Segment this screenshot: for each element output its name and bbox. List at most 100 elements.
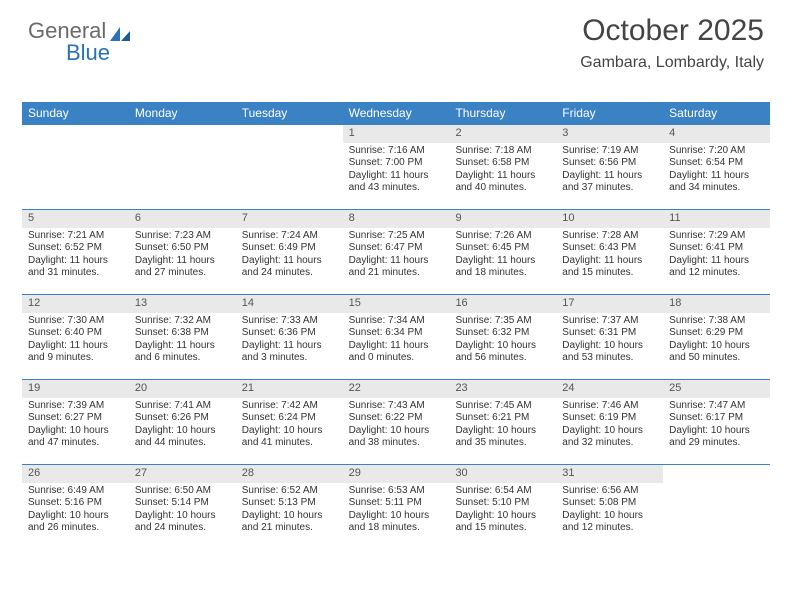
sunrise-text: Sunrise: 7:21 AM — [28, 230, 123, 243]
sunrise-text: Sunrise: 6:56 AM — [562, 485, 657, 498]
sunrise-text: Sunrise: 7:46 AM — [562, 400, 657, 413]
day-cell — [236, 125, 343, 209]
day-number — [129, 125, 236, 141]
sunset-text: Sunset: 7:00 PM — [349, 157, 444, 170]
day-number: 7 — [236, 210, 343, 228]
day-cell: 26Sunrise: 6:49 AMSunset: 5:16 PMDayligh… — [22, 465, 129, 549]
sunrise-text: Sunrise: 7:37 AM — [562, 315, 657, 328]
sunrise-text: Sunrise: 7:25 AM — [349, 230, 444, 243]
sunset-text: Sunset: 6:40 PM — [28, 327, 123, 340]
day-details: Sunrise: 7:41 AMSunset: 6:26 PMDaylight:… — [129, 398, 236, 454]
sunrise-text: Sunrise: 7:38 AM — [669, 315, 764, 328]
daylight-text: Daylight: 10 hours and 47 minutes. — [28, 425, 123, 450]
day-cell: 1Sunrise: 7:16 AMSunset: 7:00 PMDaylight… — [343, 125, 450, 209]
day-number: 15 — [343, 295, 450, 313]
sunset-text: Sunset: 6:50 PM — [135, 242, 230, 255]
logo: General Blue — [28, 18, 130, 44]
day-details: Sunrise: 7:19 AMSunset: 6:56 PMDaylight:… — [556, 143, 663, 199]
day-details: Sunrise: 7:43 AMSunset: 6:22 PMDaylight:… — [343, 398, 450, 454]
daylight-text: Daylight: 11 hours and 21 minutes. — [349, 255, 444, 280]
day-cell: 15Sunrise: 7:34 AMSunset: 6:34 PMDayligh… — [343, 295, 450, 379]
location-label: Gambara, Lombardy, Italy — [580, 54, 764, 72]
sunrise-text: Sunrise: 7:29 AM — [669, 230, 764, 243]
sunrise-text: Sunrise: 6:50 AM — [135, 485, 230, 498]
title-block: October 2025 Gambara, Lombardy, Italy — [580, 14, 764, 72]
sunrise-text: Sunrise: 7:47 AM — [669, 400, 764, 413]
day-cell — [22, 125, 129, 209]
day-cell: 6Sunrise: 7:23 AMSunset: 6:50 PMDaylight… — [129, 210, 236, 294]
sunset-text: Sunset: 5:08 PM — [562, 497, 657, 510]
header-thursday: Thursday — [449, 102, 556, 124]
daylight-text: Daylight: 11 hours and 3 minutes. — [242, 340, 337, 365]
day-number: 18 — [663, 295, 770, 313]
sunrise-text: Sunrise: 7:42 AM — [242, 400, 337, 413]
sunset-text: Sunset: 6:17 PM — [669, 412, 764, 425]
day-number: 21 — [236, 380, 343, 398]
day-number: 17 — [556, 295, 663, 313]
day-number: 26 — [22, 465, 129, 483]
month-title: October 2025 — [580, 14, 764, 48]
sunset-text: Sunset: 5:11 PM — [349, 497, 444, 510]
day-cell: 25Sunrise: 7:47 AMSunset: 6:17 PMDayligh… — [663, 380, 770, 464]
week-row: 5Sunrise: 7:21 AMSunset: 6:52 PMDaylight… — [22, 209, 770, 294]
day-number: 20 — [129, 380, 236, 398]
day-details: Sunrise: 7:26 AMSunset: 6:45 PMDaylight:… — [449, 228, 556, 284]
day-details: Sunrise: 7:23 AMSunset: 6:50 PMDaylight:… — [129, 228, 236, 284]
daylight-text: Daylight: 11 hours and 31 minutes. — [28, 255, 123, 280]
day-cell: 17Sunrise: 7:37 AMSunset: 6:31 PMDayligh… — [556, 295, 663, 379]
day-number — [663, 465, 770, 481]
daylight-text: Daylight: 11 hours and 18 minutes. — [455, 255, 550, 280]
day-cell — [663, 465, 770, 549]
day-number: 28 — [236, 465, 343, 483]
daylight-text: Daylight: 11 hours and 12 minutes. — [669, 255, 764, 280]
day-cell: 24Sunrise: 7:46 AMSunset: 6:19 PMDayligh… — [556, 380, 663, 464]
sunrise-text: Sunrise: 7:19 AM — [562, 145, 657, 158]
day-cell: 31Sunrise: 6:56 AMSunset: 5:08 PMDayligh… — [556, 465, 663, 549]
daylight-text: Daylight: 11 hours and 6 minutes. — [135, 340, 230, 365]
day-number: 31 — [556, 465, 663, 483]
sunset-text: Sunset: 6:26 PM — [135, 412, 230, 425]
sunrise-text: Sunrise: 7:32 AM — [135, 315, 230, 328]
header-friday: Friday — [556, 102, 663, 124]
day-details: Sunrise: 7:37 AMSunset: 6:31 PMDaylight:… — [556, 313, 663, 369]
day-details: Sunrise: 7:18 AMSunset: 6:58 PMDaylight:… — [449, 143, 556, 199]
day-number: 10 — [556, 210, 663, 228]
sunrise-text: Sunrise: 7:16 AM — [349, 145, 444, 158]
day-number: 12 — [22, 295, 129, 313]
day-number: 24 — [556, 380, 663, 398]
day-cell: 9Sunrise: 7:26 AMSunset: 6:45 PMDaylight… — [449, 210, 556, 294]
day-cell: 22Sunrise: 7:43 AMSunset: 6:22 PMDayligh… — [343, 380, 450, 464]
daylight-text: Daylight: 10 hours and 24 minutes. — [135, 510, 230, 535]
sunset-text: Sunset: 6:32 PM — [455, 327, 550, 340]
sunset-text: Sunset: 5:13 PM — [242, 497, 337, 510]
calendar: Sunday Monday Tuesday Wednesday Thursday… — [22, 102, 770, 549]
daylight-text: Daylight: 10 hours and 53 minutes. — [562, 340, 657, 365]
day-cell — [129, 125, 236, 209]
day-details: Sunrise: 7:47 AMSunset: 6:17 PMDaylight:… — [663, 398, 770, 454]
sunset-text: Sunset: 6:41 PM — [669, 242, 764, 255]
day-cell: 28Sunrise: 6:52 AMSunset: 5:13 PMDayligh… — [236, 465, 343, 549]
week-row: 12Sunrise: 7:30 AMSunset: 6:40 PMDayligh… — [22, 294, 770, 379]
daylight-text: Daylight: 11 hours and 43 minutes. — [349, 170, 444, 195]
day-details: Sunrise: 7:38 AMSunset: 6:29 PMDaylight:… — [663, 313, 770, 369]
sunrise-text: Sunrise: 6:52 AM — [242, 485, 337, 498]
daylight-text: Daylight: 11 hours and 9 minutes. — [28, 340, 123, 365]
sunrise-text: Sunrise: 7:33 AM — [242, 315, 337, 328]
daylight-text: Daylight: 10 hours and 32 minutes. — [562, 425, 657, 450]
day-cell: 18Sunrise: 7:38 AMSunset: 6:29 PMDayligh… — [663, 295, 770, 379]
header-sunday: Sunday — [22, 102, 129, 124]
sunset-text: Sunset: 6:49 PM — [242, 242, 337, 255]
daylight-text: Daylight: 10 hours and 38 minutes. — [349, 425, 444, 450]
logo-sail-icon — [110, 27, 130, 41]
day-cell: 12Sunrise: 7:30 AMSunset: 6:40 PMDayligh… — [22, 295, 129, 379]
logo-text-blue: Blue — [66, 40, 110, 66]
daylight-text: Daylight: 11 hours and 27 minutes. — [135, 255, 230, 280]
day-cell: 19Sunrise: 7:39 AMSunset: 6:27 PMDayligh… — [22, 380, 129, 464]
day-details: Sunrise: 7:20 AMSunset: 6:54 PMDaylight:… — [663, 143, 770, 199]
day-details: Sunrise: 6:54 AMSunset: 5:10 PMDaylight:… — [449, 483, 556, 539]
day-cell: 3Sunrise: 7:19 AMSunset: 6:56 PMDaylight… — [556, 125, 663, 209]
day-details: Sunrise: 7:28 AMSunset: 6:43 PMDaylight:… — [556, 228, 663, 284]
day-number — [22, 125, 129, 141]
sunset-text: Sunset: 6:21 PM — [455, 412, 550, 425]
day-details: Sunrise: 7:21 AMSunset: 6:52 PMDaylight:… — [22, 228, 129, 284]
